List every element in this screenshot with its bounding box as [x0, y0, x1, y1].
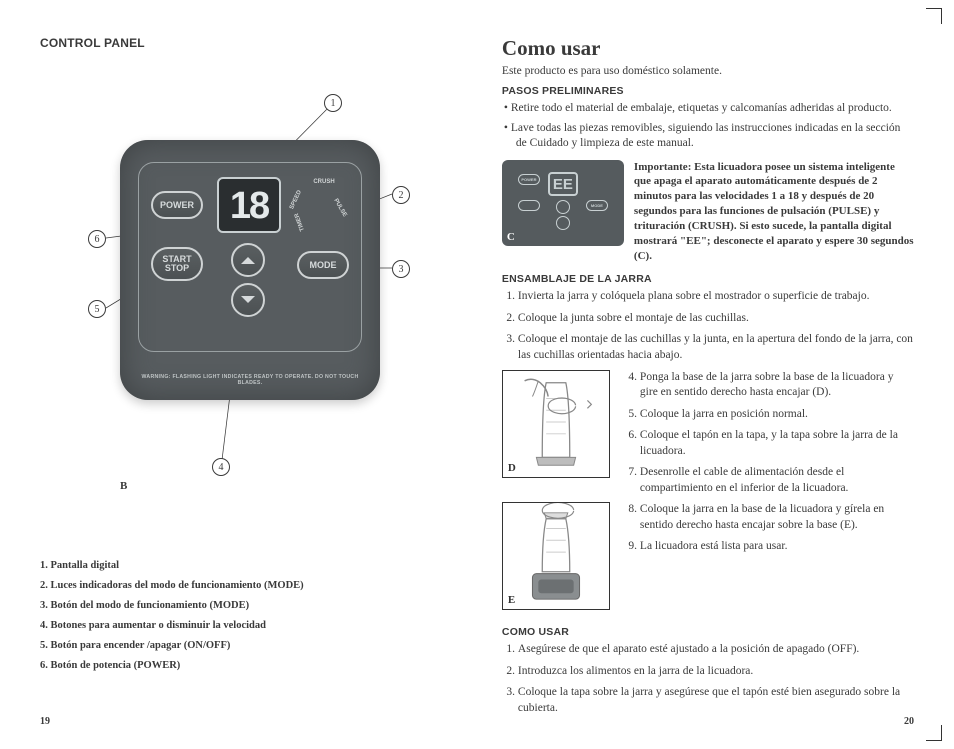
figure-d-block: D Ponga la base de la jarra sobre la bas…: [502, 370, 914, 503]
list-item: Coloque el montaje de las cuchillas y la…: [518, 332, 914, 363]
important-note: Importante: Esta licuadora posee un sist…: [634, 160, 914, 264]
figure-e-steps: Coloque la jarra en la base de la licuad…: [620, 502, 914, 618]
fig-c-power: POWER: [518, 174, 540, 185]
list-item: Introduzca los alimentos en la jarra de …: [518, 664, 914, 680]
list-item: Coloque la jarra en posición normal.: [640, 407, 914, 423]
como-usar-sub-heading: COMO USAR: [502, 626, 914, 638]
callout-5: 5: [88, 300, 106, 318]
list-item: Coloque la tapa sobre la jarra y asegúre…: [518, 685, 914, 716]
right-column: Como usar Este producto es para uso domé…: [502, 36, 914, 729]
list-item: Coloque la junta sobre el montaje de las…: [518, 311, 914, 327]
fig-c-up: [556, 200, 570, 214]
figure-e-block: E Coloque la jarra en la base de la licu…: [502, 502, 914, 618]
list-item: Coloque el tapón en la tapa, y la tapa s…: [640, 428, 914, 459]
speed-down-button: [231, 283, 265, 317]
figure-d: D: [502, 370, 610, 478]
como-usar-heading: Como usar: [502, 36, 914, 61]
fig-c-mode: MODE: [586, 200, 608, 211]
callout-4: 4: [212, 458, 230, 476]
figure-c-label: C: [507, 231, 515, 243]
control-panel-legend: 1. Pantalla digital 2. Luces indicadoras…: [40, 556, 464, 676]
control-panel-heading: CONTROL PANEL: [40, 36, 464, 50]
panel-photo: 18 POWER STARTSTOP MODE SPEED CRUSH TIME…: [120, 140, 380, 400]
jar-d-illustration: [503, 371, 609, 477]
crop-mark: [926, 8, 942, 24]
list-item: Asegúrese de que el aparato esté ajustad…: [518, 642, 914, 658]
fig-c-down: [556, 216, 570, 230]
list-item: Retire todo el material de embalaje, eti…: [504, 101, 914, 117]
callout-6: 6: [88, 230, 106, 248]
speed-up-button: [231, 243, 265, 277]
legend-item: 5. Botón para encender /apagar (ON/OFF): [40, 636, 464, 656]
figure-e: E: [502, 502, 610, 610]
figure-e-label: E: [508, 594, 515, 606]
page-columns: CONTROL PANEL 18 POWER STARTSTOP MODE: [0, 0, 954, 749]
warning-text: WARNING: FLASHING LIGHT INDICATES READY …: [138, 374, 362, 386]
como-usar-steps: Asegúrese de que el aparato esté ajustad…: [502, 642, 914, 716]
control-panel-figure: 18 POWER STARTSTOP MODE SPEED CRUSH TIME…: [40, 90, 430, 530]
ensamblaje-heading: ENSAMBLAJE DE LA JARRA: [502, 273, 914, 285]
legend-item: 3. Botón del modo de funcionamiento (MOD…: [40, 596, 464, 616]
list-item: Desenrolle el cable de alimentación desd…: [640, 465, 914, 496]
important-row: EE POWER MODE C Importante: Esta licuado…: [502, 160, 914, 264]
pasos-preliminares-heading: PASOS PRELIMINARES: [502, 85, 914, 97]
panel-inner-border: 18 POWER STARTSTOP MODE SPEED CRUSH TIME…: [138, 162, 362, 352]
mode-button: MODE: [297, 251, 349, 279]
list-item: La licuadora está lista para usar.: [640, 539, 914, 555]
figure-d-steps: Ponga la base de la jarra sobre la base …: [620, 370, 914, 503]
callout-2: 2: [392, 186, 410, 204]
power-button: POWER: [151, 191, 203, 219]
jar-e-illustration: [503, 503, 609, 609]
legend-item: 4. Botones para aumentar o disminuir la …: [40, 616, 464, 636]
figure-label-b: B: [120, 480, 127, 492]
left-column: CONTROL PANEL 18 POWER STARTSTOP MODE: [40, 36, 464, 729]
fig-c-startstop: [518, 200, 540, 211]
mode-indicator-lights: SPEED CRUSH TIMER PULSE: [291, 175, 347, 231]
digital-display: 18: [217, 177, 281, 233]
legend-item: 1. Pantalla digital: [40, 556, 464, 576]
legend-item: 6. Botón de potencia (POWER): [40, 656, 464, 676]
legend-item: 2. Luces indicadoras del modo de funcion…: [40, 576, 464, 596]
list-item: Coloque la jarra en la base de la licuad…: [640, 502, 914, 533]
page-number-left: 19: [40, 716, 50, 727]
intro-text: Este producto es para uso doméstico sola…: [502, 65, 914, 77]
crop-mark: [926, 725, 942, 741]
preliminares-list: Retire todo el material de embalaje, eti…: [502, 101, 914, 152]
callout-1: 1: [324, 94, 342, 112]
page-number-right: 20: [904, 716, 914, 727]
figure-d-label: D: [508, 462, 516, 474]
list-item: Ponga la base de la jarra sobre la base …: [640, 370, 914, 401]
list-item: Lave todas las piezas removibles, siguie…: [504, 121, 914, 152]
figure-c-display: EE: [548, 172, 578, 196]
figure-c: EE POWER MODE C: [502, 160, 624, 246]
ensamblaje-pre-steps: Invierta la jarra y colóquela plana sobr…: [502, 289, 914, 363]
start-stop-button: STARTSTOP: [151, 247, 203, 281]
list-item: Invierta la jarra y colóquela plana sobr…: [518, 289, 914, 305]
callout-3: 3: [392, 260, 410, 278]
